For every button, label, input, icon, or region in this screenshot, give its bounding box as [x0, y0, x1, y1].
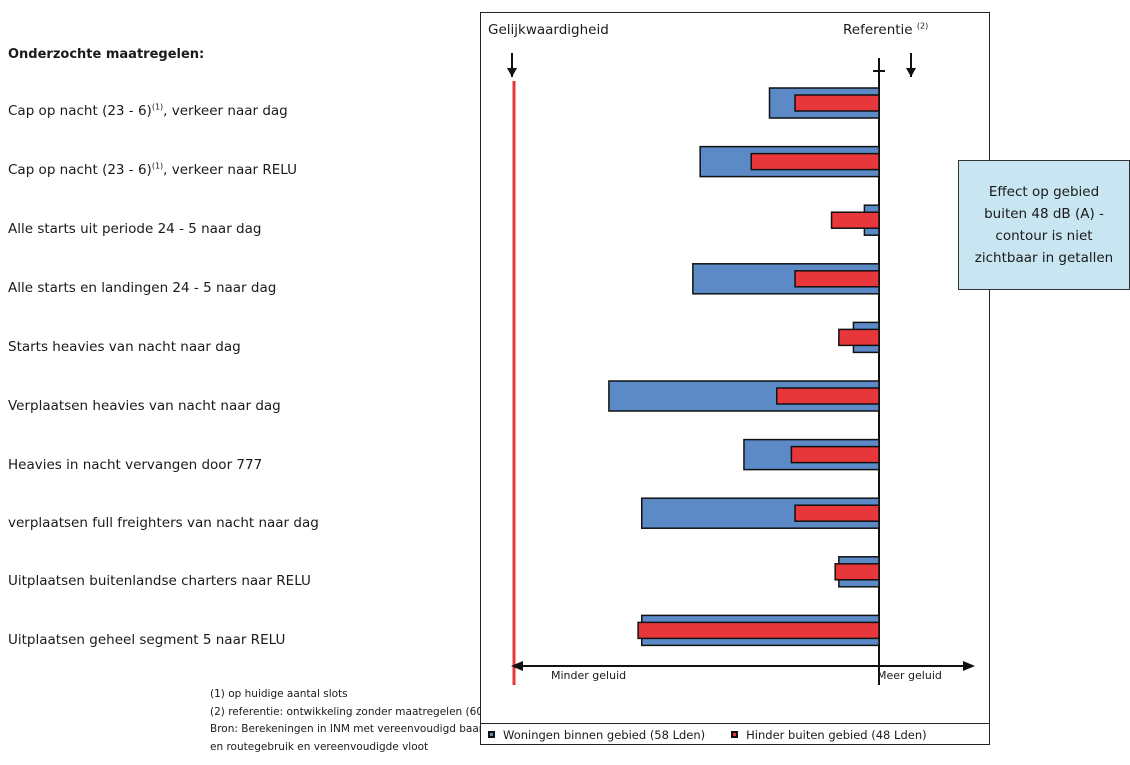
- bar-hinder: [794, 94, 880, 112]
- footnote: en routegebruik en vereenvoudigde vloot: [210, 740, 429, 753]
- legend-label: Hinder buiten gebied (48 Lden): [746, 727, 927, 742]
- referentie-label: Referentie (2): [843, 21, 929, 38]
- minder-geluid-label: Minder geluid: [551, 669, 627, 682]
- measure-label: Alle starts en landingen 24 - 5 naar dag: [8, 280, 277, 296]
- effect-callout: Effect op gebied buiten 48 dB (A) - cont…: [958, 160, 1130, 290]
- legend-swatch: [731, 731, 739, 738]
- bar-hinder: [830, 211, 880, 229]
- bar-hinder: [790, 445, 880, 464]
- bar-hinder: [750, 152, 880, 171]
- measures-list: Cap op nacht (23 - 6)(1), verkeer naar d…: [8, 0, 448, 700]
- bar-hinder: [838, 328, 880, 347]
- direction-arrow-left: [511, 661, 523, 671]
- gelijkwaardigheid-arrow-head: [507, 68, 517, 77]
- measure-label: verplaatsen full freighters van nacht na…: [8, 515, 319, 531]
- legend-label: Woningen binnen gebied (58 Lden): [503, 727, 706, 742]
- bar-hinder: [637, 621, 880, 640]
- measure-label: Heavies in nacht vervangen door 777: [8, 457, 263, 473]
- chart-frame: [480, 12, 990, 745]
- referentie-arrow-head: [906, 68, 916, 77]
- meer-geluid-label: Meer geluid: [877, 669, 942, 682]
- bar-hinder: [794, 504, 880, 522]
- measure-label: Alle starts uit periode 24 - 5 naar dag: [8, 221, 262, 237]
- legend-item-woningen: Woningen binnen gebied (58 Lden): [488, 728, 705, 742]
- footnote: Bron: Berekeningen in INM met vereenvoud…: [210, 723, 490, 735]
- legend-item-hinder: Hinder buiten gebied (48 Lden): [731, 727, 927, 742]
- legend: Woningen binnen gebied (58 Lden) Hinder …: [480, 723, 990, 745]
- chart-svg: [507, 53, 975, 685]
- measure-label: Cap op nacht (23 - 6)(1), verkeer naar d…: [8, 102, 288, 119]
- footnotes: (1) op huidige aantal slots (2) referent…: [210, 686, 504, 756]
- bar-hinder: [794, 270, 880, 288]
- measure-label: Uitplaatsen buitenlandse charters naar R…: [8, 573, 311, 589]
- measure-label: Starts heavies van nacht naar dag: [8, 339, 241, 355]
- measure-label: Cap op nacht (23 - 6)(1), verkeer naar R…: [8, 161, 297, 178]
- footnote: (1) op huidige aantal slots: [210, 688, 348, 700]
- bar-hinder: [834, 563, 880, 581]
- measure-label: Uitplaatsen geheel segment 5 naar RELU: [8, 632, 286, 648]
- legend-swatch: [488, 731, 495, 738]
- footnote: (2) referentie: ontwikkeling zonder maat…: [210, 705, 504, 718]
- gelijkwaardigheid-label: Gelijkwaardigheid: [488, 22, 609, 38]
- bar-hinder: [776, 387, 880, 405]
- measures-title: Onderzochte maatregelen:: [8, 47, 205, 62]
- measure-label: Verplaatsen heavies van nacht naar dag: [8, 398, 281, 414]
- direction-arrow-right: [963, 661, 975, 671]
